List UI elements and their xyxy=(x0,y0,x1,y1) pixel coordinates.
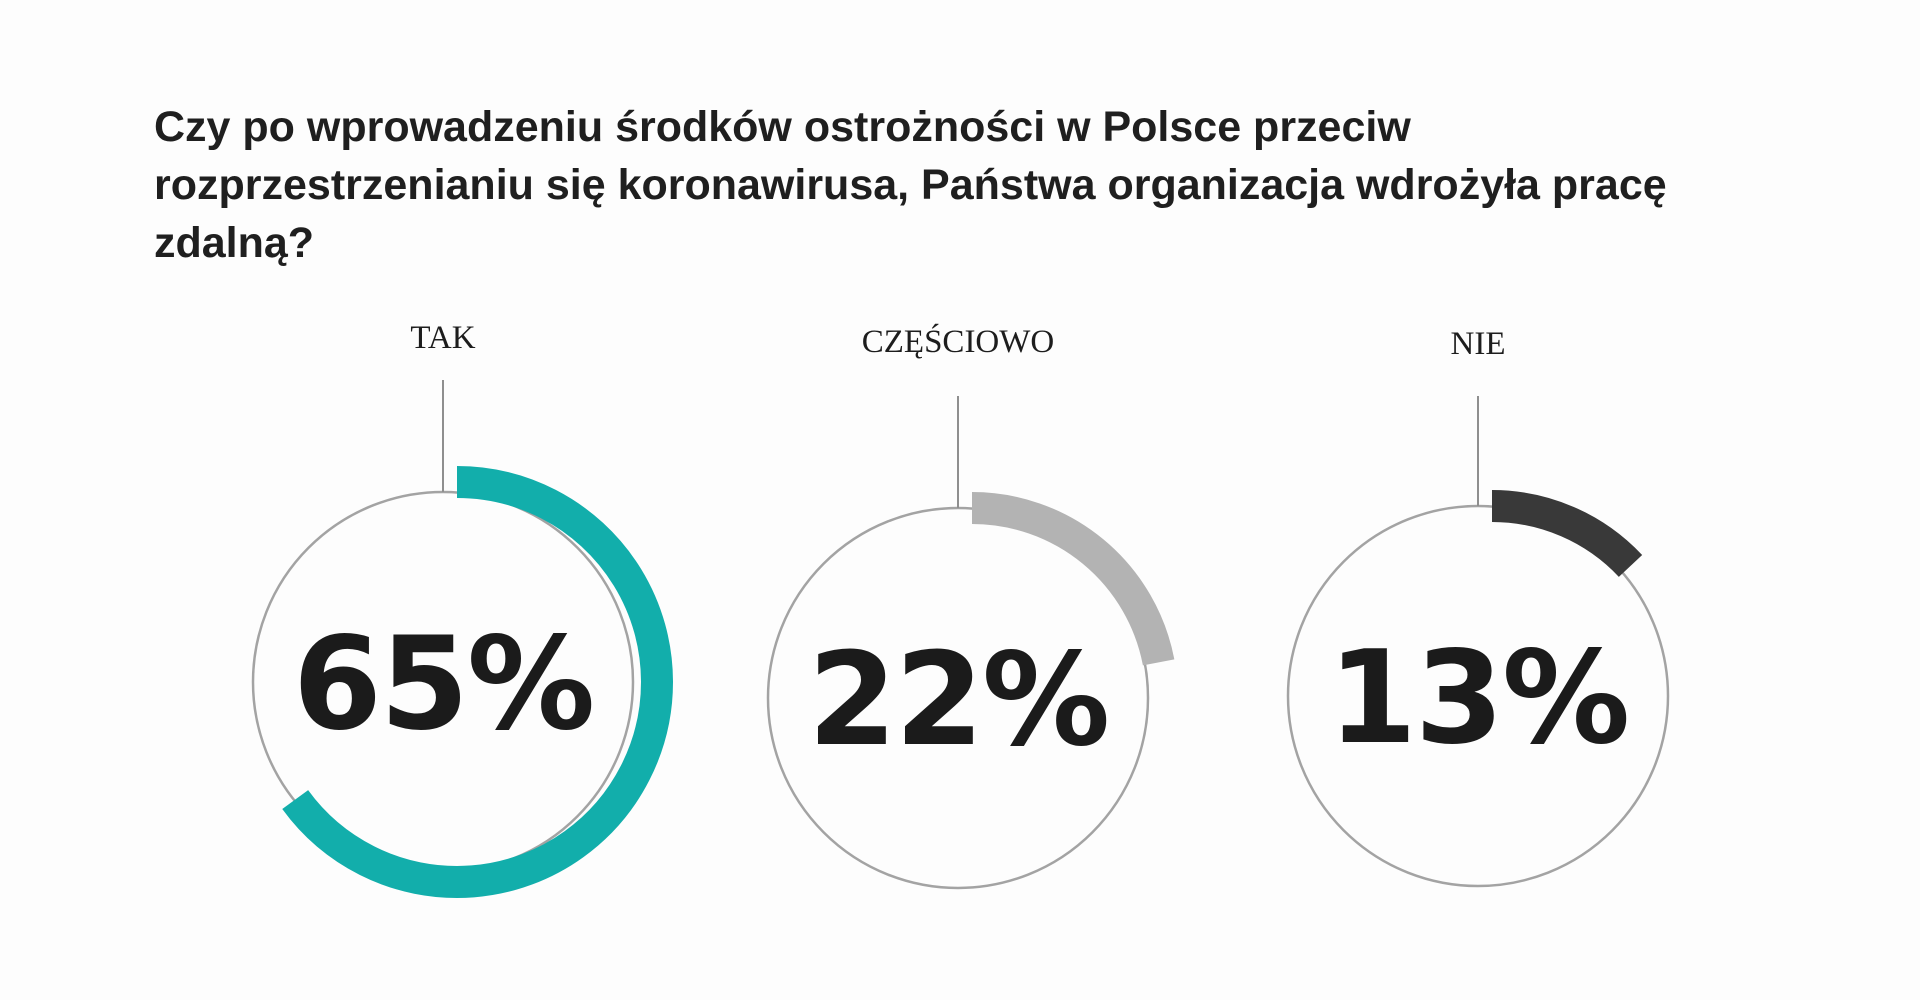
category-label-nie: NIE xyxy=(1451,326,1506,362)
value-arc-nie xyxy=(1491,490,1643,578)
value-arc-czesciowo xyxy=(971,492,1175,666)
category-label-czesciowo: CZĘŚCIOWO xyxy=(862,322,1055,360)
value-label-tak: 65% xyxy=(293,610,593,759)
value-label-czesciowo: 22% xyxy=(808,626,1108,775)
value-label-nie: 13% xyxy=(1328,624,1628,773)
category-label-tak: TAK xyxy=(410,320,475,356)
chart-title: Czy po wprowadzeniu środków ostrożności … xyxy=(154,103,1667,267)
value-arc-tak xyxy=(282,466,673,898)
